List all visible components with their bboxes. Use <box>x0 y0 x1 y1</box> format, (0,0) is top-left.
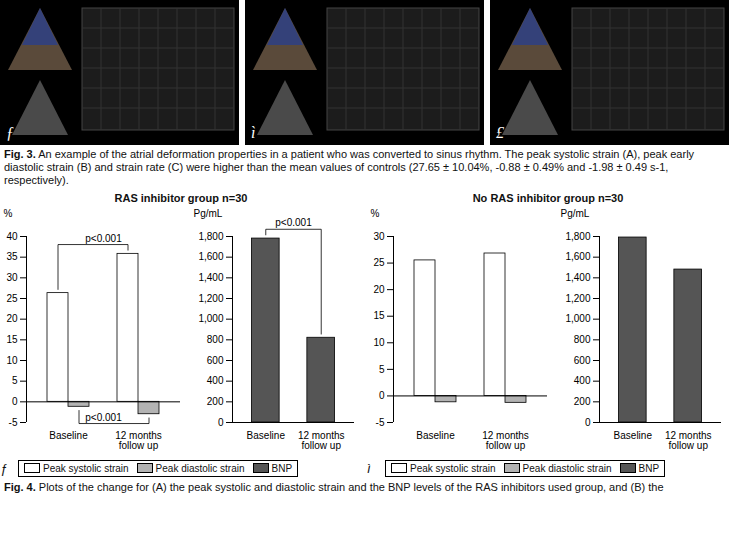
svg-text:800: 800 <box>207 334 224 345</box>
svg-text:12 monthsfollow up: 12 monthsfollow up <box>665 430 712 451</box>
html-text:ƒ: ƒ <box>0 460 8 476</box>
svg-text:40: 40 <box>6 231 18 242</box>
svg-text:Pg/mL: Pg/mL <box>194 208 223 219</box>
svg-text:1,000: 1,000 <box>565 313 590 324</box>
svg-text:400: 400 <box>207 375 224 386</box>
svg-text:15: 15 <box>373 310 385 321</box>
html-text:Peak systolic strain: Peak systolic strain <box>410 462 496 474</box>
svg-text:1,000: 1,000 <box>198 313 223 324</box>
svg-text:1,400: 1,400 <box>565 272 590 283</box>
svg-text:1,600: 1,600 <box>565 251 590 262</box>
html-text:Peak diastolic strain: Peak diastolic strain <box>155 462 245 474</box>
html-text:RAS inhibitor group n=30: RAS inhibitor group n=30 <box>114 192 248 204</box>
svg-text:-5: -5 <box>9 417 18 428</box>
svg-text:200: 200 <box>574 396 591 407</box>
svg-text:0: 0 <box>585 417 591 428</box>
svg-text:0: 0 <box>12 396 18 407</box>
svg-text:20: 20 <box>373 284 385 295</box>
svg-text:£: £ <box>496 124 505 141</box>
html-text:Fig. 3. An example of the atri: Fig. 3. An example of the atrial deforma… <box>4 148 695 186</box>
html-text:No RAS inhibitor group n=30: No RAS inhibitor group n=30 <box>472 192 624 204</box>
svg-text:20: 20 <box>6 313 18 324</box>
html-text:BNP: BNP <box>638 462 660 474</box>
svg-text:0: 0 <box>218 417 224 428</box>
svg-text:600: 600 <box>574 355 591 366</box>
svg-text:p<0.001: p<0.001 <box>85 233 122 244</box>
svg-text:p<0.001: p<0.001 <box>275 217 312 228</box>
svg-text:35: 35 <box>6 251 18 262</box>
html-text:ì: ì <box>367 460 371 476</box>
svg-text:Pg/mL: Pg/mL <box>561 208 590 219</box>
svg-text:25: 25 <box>6 293 18 304</box>
svg-text:Baseline: Baseline <box>614 430 653 441</box>
html-text:BNP: BNP <box>271 462 293 474</box>
svg-text:5: 5 <box>12 375 18 386</box>
svg-text:0: 0 <box>379 390 385 401</box>
svg-text:%: % <box>371 208 380 219</box>
html-text:Peak systolic strain: Peak systolic strain <box>43 462 129 474</box>
svg-text:800: 800 <box>574 334 591 345</box>
svg-text:30: 30 <box>6 272 18 283</box>
svg-text:5: 5 <box>379 364 385 375</box>
svg-text:Baseline: Baseline <box>416 430 455 441</box>
svg-text:25: 25 <box>373 257 385 268</box>
svg-text:Baseline: Baseline <box>247 430 286 441</box>
svg-text:1,600: 1,600 <box>198 251 223 262</box>
svg-text:1,400: 1,400 <box>198 272 223 283</box>
svg-text:30: 30 <box>373 231 385 242</box>
svg-text:1,800: 1,800 <box>198 231 223 242</box>
svg-text:ì: ì <box>251 124 255 141</box>
svg-text:-5: -5 <box>376 417 385 428</box>
svg-text:1,800: 1,800 <box>565 231 590 242</box>
svg-text:600: 600 <box>207 355 224 366</box>
svg-text:12 monthsfollow up: 12 monthsfollow up <box>115 430 162 451</box>
svg-text:15: 15 <box>6 334 18 345</box>
svg-text:%: % <box>4 208 13 219</box>
svg-text:10: 10 <box>373 337 385 348</box>
svg-text:12 monthsfollow up: 12 monthsfollow up <box>298 430 345 451</box>
html-text:Peak diastolic strain: Peak diastolic strain <box>522 462 612 474</box>
svg-text:200: 200 <box>207 396 224 407</box>
svg-text:p<0.001: p<0.001 <box>85 412 122 423</box>
svg-text:1,200: 1,200 <box>198 293 223 304</box>
svg-text:ƒ: ƒ <box>6 124 14 141</box>
svg-text:10: 10 <box>6 355 18 366</box>
svg-text:1,200: 1,200 <box>565 293 590 304</box>
svg-text:400: 400 <box>574 375 591 386</box>
svg-text:Baseline: Baseline <box>49 430 88 441</box>
html-text:Fig. 4. Plots of the change fo: Fig. 4. Plots of the change for (A) the … <box>4 481 664 493</box>
svg-text:12 monthsfollow up: 12 monthsfollow up <box>482 430 529 451</box>
